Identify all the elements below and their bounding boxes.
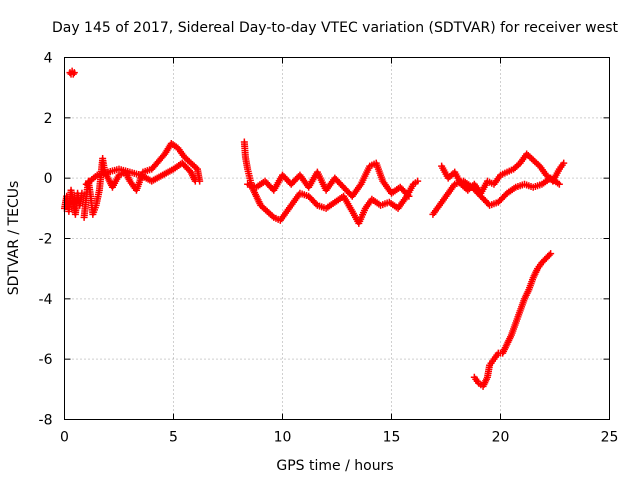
series-track-g [438,150,568,197]
y-tick-label: 2 [44,111,53,127]
plot-frame [64,57,610,420]
data-point [403,191,411,199]
y-axis-label: SDTVAR / TECUs [6,181,22,296]
x-tick-label: 20 [492,430,510,446]
data-point [70,69,78,77]
y-tick-label: 4 [44,51,53,67]
data-point [69,70,77,78]
series-track-c [82,159,199,188]
data-point [312,200,320,208]
y-tick-label: 0 [44,171,53,187]
chart-title: Day 145 of 2017, Sidereal Day-to-day VTE… [52,20,619,36]
x-axis-label: GPS time / hours [276,458,393,474]
series-track-d [240,138,422,227]
series-track-h [470,250,555,390]
data-point [78,189,86,197]
x-tick-label: 5 [169,430,178,446]
data-point [547,250,555,258]
series-track-b [80,139,204,221]
data-point [405,192,413,200]
series-outlier [66,67,78,78]
y-tick-label: -2 [39,232,53,248]
series-track-e [244,159,413,200]
x-tick-label: 0 [60,430,69,446]
data-point [414,177,422,185]
y-tick-label: -4 [39,292,53,308]
series-track-a [61,186,86,218]
x-tick-label: 10 [274,430,292,446]
data-point [545,251,553,259]
y-tick-label: -8 [39,413,53,429]
y-tick-label: -6 [39,352,53,368]
x-tick-label: 15 [383,430,401,446]
data-point [560,159,568,167]
data-point [191,177,199,185]
data-point [555,180,563,188]
x-tick-label: 25 [601,430,619,446]
